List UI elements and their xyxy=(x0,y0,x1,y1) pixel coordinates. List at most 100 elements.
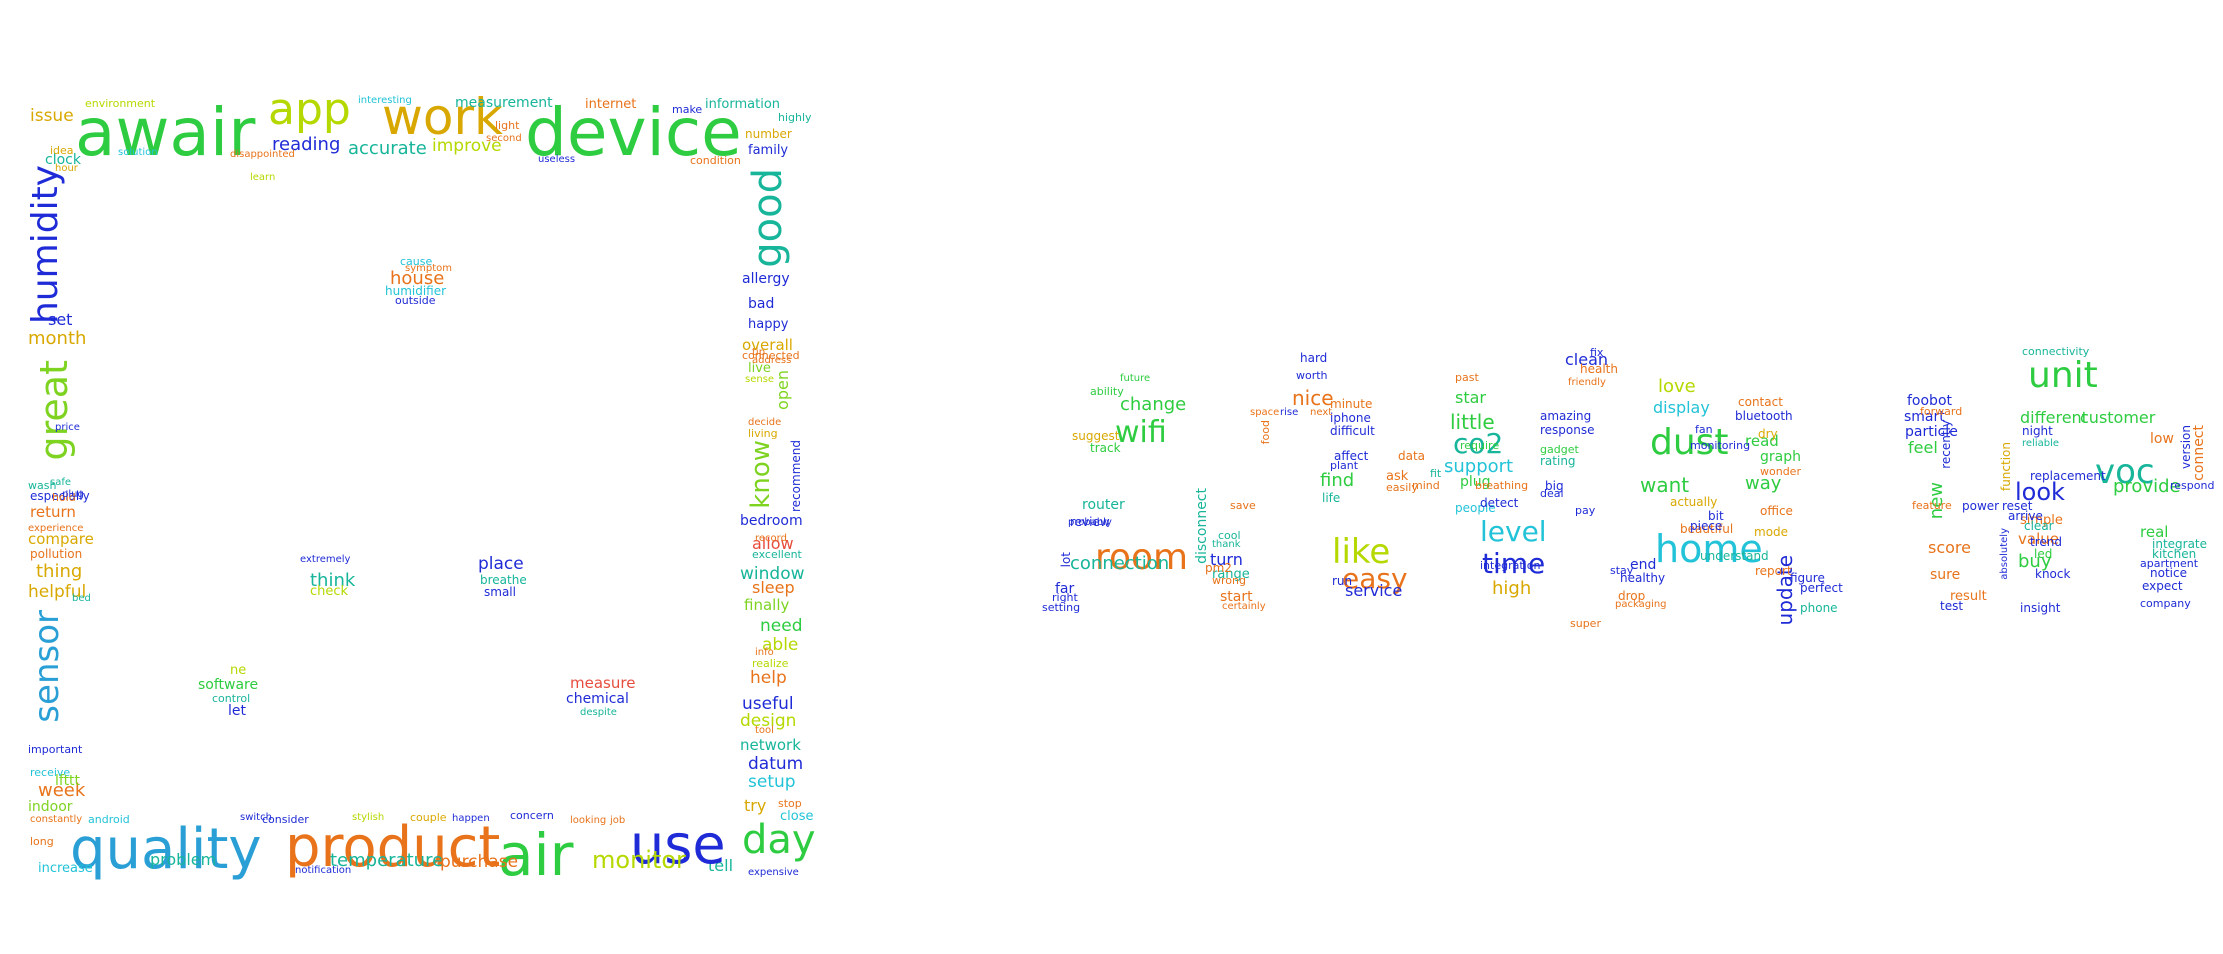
frame-cloud-word: network xyxy=(740,736,801,754)
frame-cloud-word: return xyxy=(30,503,76,521)
awair-cloud-word: forward xyxy=(1920,405,1963,418)
awair-cloud-word: simple xyxy=(2020,513,2063,528)
frame-cloud-word: excellent xyxy=(752,548,802,561)
frame-cloud-word: datum xyxy=(748,754,804,774)
frame-cloud-word: air xyxy=(498,821,574,889)
frame-cloud-word: tip xyxy=(752,347,766,358)
awair-cloud-word: pay xyxy=(1575,504,1596,517)
awair-cloud-word: notice xyxy=(2150,566,2187,580)
frame-cloud-word: helpful xyxy=(28,582,87,602)
awair-cloud-word: data xyxy=(1398,449,1426,463)
awair-cloud-word: understand xyxy=(1700,549,1769,563)
awair-cloud-word: mode xyxy=(1754,525,1789,539)
awair-cloud-word: kitchen xyxy=(2152,547,2197,561)
awair-cloud-word: led xyxy=(2034,547,2053,561)
awair-cloud-word: hard xyxy=(1300,351,1328,365)
frame-cloud-word: app xyxy=(268,84,351,135)
awair-cloud-word: change xyxy=(1120,394,1187,415)
awair-cloud-word: report xyxy=(1755,564,1792,578)
awair-cloud-word: life xyxy=(1322,491,1341,505)
awair-cloud-word: bluetooth xyxy=(1735,409,1793,423)
awair-cloud-word: particle xyxy=(1905,424,1958,440)
awair-cloud-word: clear xyxy=(2024,519,2054,533)
frame-cloud-word: address xyxy=(752,355,792,366)
awair-cloud-word: phone xyxy=(1800,601,1838,615)
awair-cloud-word: packaging xyxy=(1615,599,1667,610)
awair-cloud-word: insight xyxy=(2020,601,2061,615)
awair-cloud-word: easily xyxy=(1386,481,1418,494)
frame-cloud-word: great xyxy=(32,360,76,461)
frame-cloud-word: device xyxy=(525,94,742,171)
awair-cloud-word: co2 xyxy=(1453,427,1504,460)
awair-cloud-word: run xyxy=(1332,574,1353,588)
frame-cloud-word: live xyxy=(748,361,771,376)
frame-cloud-word: safe xyxy=(50,477,72,488)
awair-cloud-word: way xyxy=(1745,473,1782,494)
frame-cloud-word: useful xyxy=(742,694,794,714)
awair-cloud-word: difficult xyxy=(1330,424,1375,438)
frame-cloud-word: able xyxy=(762,635,799,655)
frame-cloud-word: plug xyxy=(62,489,84,500)
awair-cloud-word: past xyxy=(1455,371,1479,384)
awair-cloud-word: connection xyxy=(1070,553,1170,574)
awair-cloud-word: company xyxy=(2140,597,2191,610)
awair-cloud-word: room xyxy=(1095,537,1189,578)
awair-cloud-word: ask xyxy=(1386,469,1409,484)
awair-cloud-word: wonder xyxy=(1760,465,1801,478)
awair-cloud-word: different xyxy=(2020,408,2088,427)
awair-cloud-word: value xyxy=(2018,530,2059,548)
awair-cloud-word: plug xyxy=(1460,474,1491,490)
awair-cloud-word: space xyxy=(1250,407,1280,418)
frame-cloud-word: purchase xyxy=(440,852,519,872)
awair-cloud-word: deal xyxy=(1540,487,1564,500)
awair-cloud-word: function xyxy=(1999,442,2013,492)
awair-cloud-word: end xyxy=(1630,557,1657,573)
frame-cloud-word: think xyxy=(310,570,356,591)
awair-cloud-word: ability xyxy=(1090,385,1124,398)
awair-cloud-word: breathing xyxy=(1475,479,1529,492)
awair-cloud-word: low xyxy=(2150,431,2174,447)
awair-cloud-word: suggest xyxy=(1072,429,1120,443)
awair-cloud-word: rise xyxy=(1280,407,1299,418)
frame-cloud-word: product xyxy=(285,815,501,880)
frame-cloud-word: experience xyxy=(28,523,84,534)
frame-cloud-word: second xyxy=(486,133,522,144)
frame-cloud-word: reading xyxy=(272,134,341,155)
awair-cloud-word: setting xyxy=(1042,601,1081,614)
frame-cloud-word: sensor xyxy=(27,610,67,723)
awair-cloud-word: disconnect xyxy=(1194,488,1210,564)
frame-cloud-word: lfttt xyxy=(55,773,81,789)
awair-cloud-word: beautiful xyxy=(1680,522,1734,536)
awair-cloud-word: knock xyxy=(2035,567,2071,581)
frame-cloud-word: info xyxy=(755,647,774,658)
awair-cloud-word: voc xyxy=(2095,452,2155,492)
awair-cloud-word: night xyxy=(2022,424,2053,438)
frame-cloud-word: tool xyxy=(755,725,774,736)
awair-cloud-word: expect xyxy=(2142,579,2183,593)
frame-cloud-word: small xyxy=(484,585,516,599)
frame-cloud-word: thing xyxy=(36,561,83,582)
awair-cloud-word: stay xyxy=(1610,564,1634,577)
awair-cloud-word: plant xyxy=(1330,459,1359,472)
awair-cloud-word: rating xyxy=(1540,454,1576,468)
frame-cloud-word: humidity xyxy=(25,165,66,324)
frame-cloud-word: symptom xyxy=(405,263,452,274)
awair-cloud-word: reset xyxy=(2002,499,2033,513)
frame-cloud-word: family xyxy=(748,143,789,158)
awair-cloud-word: wrong xyxy=(1212,574,1246,587)
frame-cloud-word: recommend xyxy=(789,440,803,512)
frame-cloud-word: condition xyxy=(690,154,741,167)
awair-cloud-word: super xyxy=(1570,617,1601,630)
frame-cloud-word: house xyxy=(390,268,445,289)
awair-cloud-word: reliable xyxy=(2022,438,2060,449)
awair-cloud-word: worth xyxy=(1296,369,1328,382)
frame-cloud-word: finally xyxy=(744,596,790,614)
awair-cloud-word: respond xyxy=(2170,479,2215,492)
frame-cloud-word: check xyxy=(310,584,349,599)
awair-cloud-word: fix xyxy=(1590,346,1604,359)
frame-cloud-word: problem xyxy=(150,850,217,869)
frame-cloud-word: consider xyxy=(262,813,309,826)
awair-cloud-word: buy xyxy=(2018,551,2052,572)
awair-cloud-word: response xyxy=(1540,423,1595,437)
frame-cloud-word: need xyxy=(760,616,803,636)
